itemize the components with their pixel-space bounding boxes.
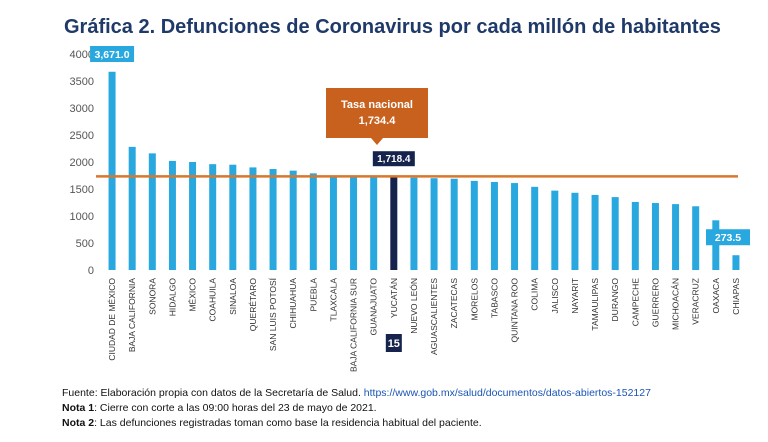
category-label: GUANAJUATO bbox=[369, 278, 379, 336]
bar-12 bbox=[350, 176, 358, 270]
note-2-label: Nota 2 bbox=[62, 417, 95, 429]
category-label: CHIHUAHUA bbox=[288, 278, 298, 329]
bar-9 bbox=[289, 170, 297, 270]
bar-2 bbox=[148, 153, 156, 270]
bar-28 bbox=[672, 204, 680, 270]
bar-6 bbox=[229, 164, 237, 270]
note-1: Nota 1: Cierre con corte a las 09:00 hor… bbox=[62, 401, 651, 416]
national-rate-label: Tasa nacional bbox=[341, 99, 413, 111]
bar-3 bbox=[168, 160, 176, 270]
category-label: DURANGO bbox=[610, 278, 620, 322]
rank-label: 15 bbox=[388, 338, 400, 350]
bar-11 bbox=[329, 176, 337, 270]
rank-badge bbox=[385, 334, 402, 352]
source-line: Fuente: Elaboración propia con datos de … bbox=[62, 386, 651, 401]
category-label: TLAXCALA bbox=[328, 278, 338, 322]
source-link[interactable]: https://www.gob.mx/salud/documentos/dato… bbox=[363, 387, 651, 399]
note-1-label: Nota 1 bbox=[62, 402, 95, 414]
highlight-label: 1,718.4 bbox=[377, 154, 411, 165]
category-label: HIDALGO bbox=[167, 278, 177, 317]
category-label: MICHOACÁN bbox=[671, 278, 681, 330]
value-label: 3,671.0 bbox=[95, 49, 130, 61]
value-label-box bbox=[90, 46, 135, 62]
y-tick-label: 500 bbox=[76, 238, 94, 250]
bar-17 bbox=[450, 178, 458, 270]
value-label: 273.5 bbox=[715, 232, 741, 244]
category-label: NUEVO LEÓN bbox=[409, 278, 419, 334]
category-label: MORELOS bbox=[469, 278, 479, 321]
bar-16 bbox=[430, 178, 438, 270]
category-label: SINALOA bbox=[228, 278, 238, 315]
bar-14 bbox=[390, 177, 398, 270]
y-tick-label: 4000 bbox=[70, 49, 94, 61]
category-label: COLIMA bbox=[530, 278, 540, 311]
category-label: CHIAPAS bbox=[731, 278, 741, 315]
note-2-text: : Las defunciones registradas toman como… bbox=[94, 417, 482, 429]
bar-23 bbox=[571, 192, 579, 270]
bar-8 bbox=[269, 169, 277, 270]
bar-13 bbox=[370, 176, 378, 270]
bar-4 bbox=[189, 162, 197, 270]
category-label: TAMAULIPAS bbox=[590, 278, 600, 331]
category-label: AGUASCALIENTES bbox=[429, 278, 439, 355]
bar-chart: 0 500 1000 1500 2000 2500 3000 3500 4000 Tasa nac… bbox=[70, 46, 750, 372]
source-text: Fuente: Elaboración propia con datos de … bbox=[62, 387, 364, 399]
value-label-box bbox=[706, 229, 750, 246]
chart-title: Gráfica 2. Defunciones de Coronavirus po… bbox=[64, 16, 721, 38]
category-label: QUERÉTARO bbox=[248, 278, 258, 332]
category-label: SAN LUIS POTOSÍ bbox=[268, 277, 278, 351]
national-rate-pointer bbox=[371, 138, 383, 145]
bar-0 bbox=[108, 71, 116, 271]
y-tick-label: 0 bbox=[88, 265, 94, 277]
bar-24 bbox=[591, 194, 599, 270]
category-label: CAMPECHE bbox=[630, 278, 640, 327]
highlight-label-box bbox=[372, 151, 415, 167]
y-tick-label: 1500 bbox=[70, 184, 94, 196]
category-label: ZACATECAS bbox=[449, 278, 459, 329]
bar-20 bbox=[511, 183, 519, 270]
bar-10 bbox=[309, 173, 317, 270]
category-label: TABASCO bbox=[489, 278, 499, 318]
category-label: BAJA CALIFORNIA bbox=[127, 278, 137, 352]
category-label: MÉXICO bbox=[188, 278, 198, 312]
y-tick-label: 2000 bbox=[70, 157, 94, 169]
category-label: PUEBLA bbox=[308, 278, 318, 312]
category-label: COAHUILA bbox=[208, 278, 218, 322]
category-label: BAJA CALIFORNIA SUR bbox=[349, 278, 359, 372]
bar-22 bbox=[551, 190, 559, 270]
category-label: QUINTANA ROO bbox=[510, 278, 520, 343]
bar-27 bbox=[651, 203, 659, 270]
bar-1 bbox=[128, 146, 136, 270]
bar-26 bbox=[631, 201, 639, 270]
bar-19 bbox=[490, 181, 498, 270]
category-label: VERACRUZ bbox=[691, 278, 701, 325]
category-label: NAYARIT bbox=[570, 278, 580, 314]
chart-footer: Fuente: Elaboración propia con datos de … bbox=[62, 386, 651, 431]
y-tick-label: 2500 bbox=[70, 130, 94, 142]
category-label: CIUDAD DE MÉXICO bbox=[107, 278, 117, 361]
y-tick-label: 3000 bbox=[70, 103, 94, 115]
y-tick-label: 1000 bbox=[70, 211, 94, 223]
national-rate-value: 1,734.4 bbox=[359, 115, 397, 127]
y-tick-label: 3500 bbox=[70, 76, 94, 88]
bar-29 bbox=[692, 206, 700, 270]
note-2: Nota 2: Las defunciones registradas toma… bbox=[62, 416, 651, 431]
bar-18 bbox=[470, 180, 478, 270]
category-label: GUERRERO bbox=[650, 278, 660, 328]
category-label: JALISCO bbox=[550, 278, 560, 314]
bar-21 bbox=[531, 186, 539, 270]
bar-5 bbox=[209, 164, 217, 270]
category-label: SONORA bbox=[147, 278, 157, 315]
bar-31 bbox=[732, 255, 740, 270]
note-1-text: : Cierre con corte a las 09:00 horas del… bbox=[94, 402, 377, 414]
bar-15 bbox=[410, 177, 418, 270]
bar-7 bbox=[249, 167, 257, 270]
national-rate-box bbox=[326, 88, 428, 138]
category-label: YUCATÁN bbox=[389, 278, 399, 318]
category-label: OAXACA bbox=[711, 278, 721, 314]
bar-25 bbox=[611, 197, 619, 270]
